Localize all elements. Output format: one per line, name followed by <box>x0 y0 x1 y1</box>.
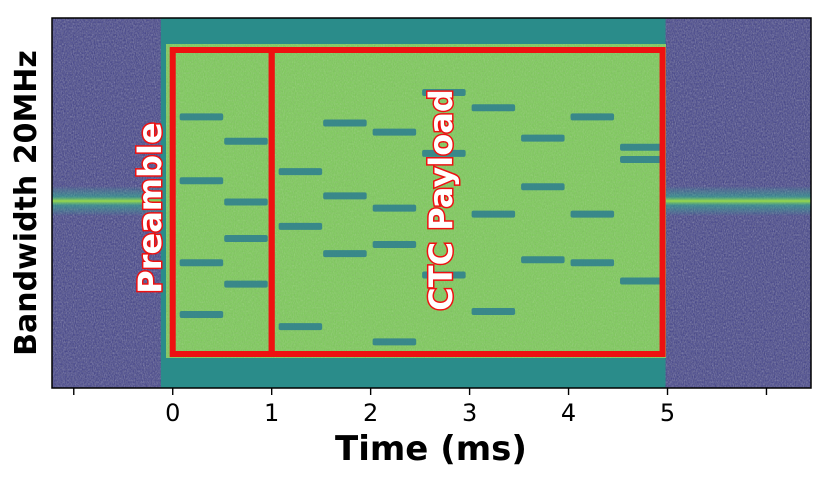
symbol-mark <box>224 198 268 206</box>
symbol-mark <box>422 149 466 157</box>
x-axis-ticks: 0 1 2 3 4 5 <box>73 388 768 427</box>
x-tick-label: 0 <box>165 399 180 427</box>
symbol-mark <box>179 259 224 267</box>
symbol-mark <box>372 241 417 249</box>
symbol-mark <box>620 155 664 163</box>
symbol-mark <box>323 119 367 127</box>
symbol-mark <box>372 338 417 346</box>
symbol-mark <box>278 222 323 230</box>
symbol-mark <box>570 113 615 121</box>
symbol-mark <box>471 210 516 218</box>
symbol-mark <box>570 259 615 267</box>
symbol-mark <box>422 89 466 97</box>
symbol-mark <box>179 310 224 318</box>
symbol-mark <box>620 277 664 285</box>
x-tick-label: 1 <box>264 399 279 427</box>
symbol-mark <box>224 137 268 145</box>
x-axis-title: Time (ms) <box>335 429 527 469</box>
plot-frame <box>51 17 812 389</box>
symbol-mark <box>224 234 268 242</box>
preamble-label: Preamble <box>131 122 169 293</box>
symbol-mark <box>372 204 417 212</box>
symbol-mark <box>471 104 516 112</box>
symbol-mark <box>521 256 565 264</box>
plot-area <box>52 18 811 388</box>
x-tick-label: 5 <box>660 399 675 427</box>
symbol-mark <box>224 280 268 288</box>
x-tick-label: 2 <box>363 399 378 427</box>
symbol-mark <box>422 271 466 279</box>
symbol-mark <box>179 113 224 121</box>
x-tick-label: 3 <box>462 399 477 427</box>
symbol-mark <box>570 210 615 218</box>
payload-box <box>268 47 666 357</box>
symbol-mark <box>620 143 664 151</box>
symbol-mark <box>521 134 565 142</box>
y-axis-title: Bandwidth 20MHz <box>9 50 44 356</box>
symbol-marks <box>179 89 664 346</box>
symbol-mark <box>278 323 323 331</box>
symbol-mark <box>372 128 417 136</box>
symbol-mark <box>471 307 516 315</box>
x-tick-label: 4 <box>561 399 576 427</box>
symbol-mark <box>323 250 367 258</box>
symbol-mark <box>323 192 367 200</box>
symbol-mark <box>278 168 323 176</box>
symbol-mark <box>179 177 224 185</box>
symbol-mark <box>521 183 565 191</box>
payload-label: CTC Payload <box>422 89 460 310</box>
annotation-boxes <box>169 47 666 357</box>
